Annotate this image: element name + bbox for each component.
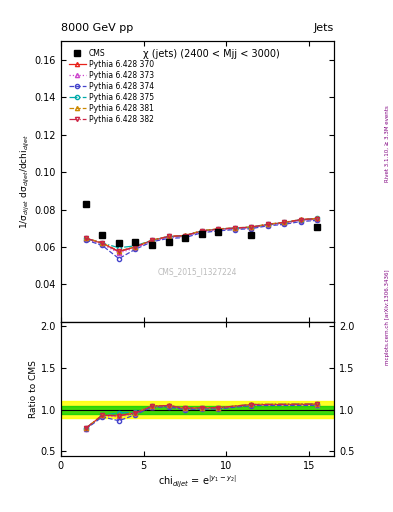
Text: Jets: Jets — [314, 23, 334, 33]
Legend: CMS, Pythia 6.428 370, Pythia 6.428 373, Pythia 6.428 374, Pythia 6.428 375, Pyt: CMS, Pythia 6.428 370, Pythia 6.428 373,… — [68, 48, 156, 125]
Text: χ (jets) (2400 < Mjj < 3000): χ (jets) (2400 < Mjj < 3000) — [143, 49, 279, 59]
Text: Rivet 3.1.10, ≥ 3.3M events: Rivet 3.1.10, ≥ 3.3M events — [385, 105, 390, 182]
Y-axis label: 1/σ$_{dijet}$ dσ$_{dijet}$/dchi$_{dijet}$: 1/σ$_{dijet}$ dσ$_{dijet}$/dchi$_{dijet}… — [19, 134, 32, 229]
Text: 8000 GeV pp: 8000 GeV pp — [61, 23, 133, 33]
Text: mcplots.cern.ch [arXiv:1306.3436]: mcplots.cern.ch [arXiv:1306.3436] — [385, 270, 390, 365]
Text: CMS_2015_I1327224: CMS_2015_I1327224 — [158, 267, 237, 276]
X-axis label: chi$_{dijet}$ = e$^{|y_1-y_2|}$: chi$_{dijet}$ = e$^{|y_1-y_2|}$ — [158, 473, 237, 489]
Bar — [61, 401, 334, 418]
Y-axis label: Ratio to CMS: Ratio to CMS — [29, 360, 38, 418]
Bar — [61, 406, 334, 414]
